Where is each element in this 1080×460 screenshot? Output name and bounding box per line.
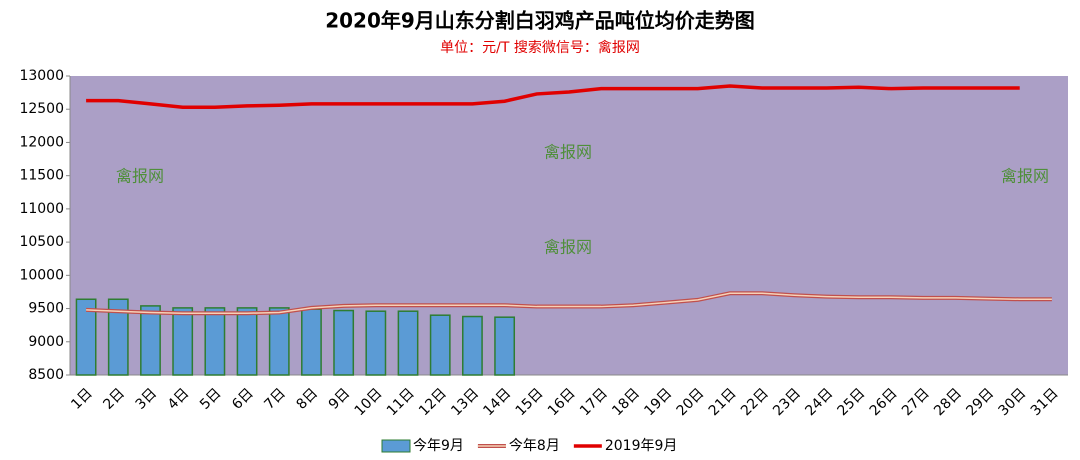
y-tick-label: 9500 xyxy=(28,301,64,317)
x-tick-label: 25日 xyxy=(835,385,869,419)
line-inner xyxy=(86,292,1052,314)
x-tick-label: 16日 xyxy=(545,385,579,419)
bar xyxy=(301,308,322,376)
bar xyxy=(429,314,451,376)
x-tick-label: 3日 xyxy=(133,385,161,413)
x-tick-label: 6日 xyxy=(229,385,257,413)
y-tick-label: 10000 xyxy=(19,267,64,283)
bar xyxy=(172,307,194,376)
watermark: 禽报网 xyxy=(544,143,592,162)
x-tick-label: 18日 xyxy=(609,385,643,419)
x-tick-label: 1日 xyxy=(68,385,96,413)
x-tick-label: 24日 xyxy=(802,385,836,419)
bar xyxy=(462,315,483,376)
bar xyxy=(365,310,387,376)
x-tick-label: 26日 xyxy=(867,385,901,419)
x-tick-label: 19日 xyxy=(641,385,675,419)
x-tick-label: 27日 xyxy=(899,385,933,419)
x-tick-label: 23日 xyxy=(770,385,804,419)
legend-label: 今年8月 xyxy=(509,438,560,454)
bar xyxy=(140,305,161,376)
watermark: 禽报网 xyxy=(544,238,592,257)
x-tick-label: 17日 xyxy=(577,385,611,419)
bar xyxy=(397,310,419,376)
x-tick-label: 22日 xyxy=(738,385,772,419)
bar xyxy=(268,307,290,376)
watermark: 禽报网 xyxy=(116,167,164,186)
x-tick-label: 10日 xyxy=(352,385,386,419)
legend-swatch xyxy=(381,439,411,453)
y-tick-label: 11000 xyxy=(19,201,64,217)
x-tick-label: 8日 xyxy=(294,385,322,413)
bar xyxy=(494,316,516,376)
y-tick-label: 12000 xyxy=(19,134,64,150)
x-tick-label: 4日 xyxy=(165,385,193,413)
bar xyxy=(333,309,355,376)
x-tick-label: 29日 xyxy=(963,385,997,419)
chart-title: 2020年9月山东分割白羽鸡产品吨位均价走势图 xyxy=(325,9,755,33)
line xyxy=(86,84,1020,109)
bar xyxy=(75,298,97,376)
watermark: 禽报网 xyxy=(1001,167,1049,186)
legend-label: 2019年9月 xyxy=(605,438,678,454)
x-tick-label: 9日 xyxy=(326,385,354,413)
y-tick-label: 12500 xyxy=(19,101,64,117)
y-tick-label: 10500 xyxy=(19,234,64,250)
x-tick-label: 13日 xyxy=(448,385,482,419)
y-tick-label: 8500 xyxy=(28,367,64,383)
x-tick-label: 15日 xyxy=(513,385,547,419)
x-tick-label: 28日 xyxy=(931,385,965,419)
chart-subtitle: 单位：元/T 搜索微信号：禽报网 xyxy=(440,39,640,56)
x-tick-label: 11日 xyxy=(384,385,418,419)
bar xyxy=(204,307,226,376)
x-tick-label: 14日 xyxy=(480,385,514,419)
legend-label: 今年9月 xyxy=(413,438,464,454)
y-tick-label: 9000 xyxy=(28,334,64,350)
bar xyxy=(236,307,258,376)
x-tick-label: 30日 xyxy=(996,385,1030,419)
x-tick-label: 31日 xyxy=(1028,385,1062,419)
x-tick-label: 5日 xyxy=(197,385,225,413)
x-tick-label: 21日 xyxy=(706,385,740,419)
x-tick-label: 12日 xyxy=(416,385,450,419)
x-tick-label: 20日 xyxy=(674,385,708,419)
x-tick-label: 2日 xyxy=(100,385,128,413)
plot-area xyxy=(70,76,1068,375)
y-tick-label: 11500 xyxy=(19,168,64,184)
y-tick-label: 13000 xyxy=(19,68,64,84)
x-tick-label: 7日 xyxy=(261,385,289,413)
bar xyxy=(107,298,129,376)
